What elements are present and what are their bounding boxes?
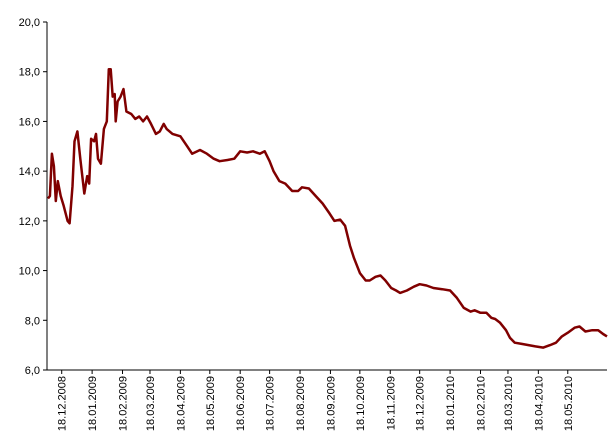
x-tick-label: 18.03.2010 — [503, 376, 515, 431]
y-tick-label: 14,0 — [19, 166, 40, 178]
line-series — [47, 67, 608, 349]
x-tick-label: 18.04.2010 — [533, 376, 545, 431]
x-tick-label: 18.05.2009 — [205, 376, 217, 431]
x-tick-label: 18.01.2009 — [87, 376, 99, 431]
y-tick-label: 16,0 — [19, 116, 40, 128]
x-tick-label: 18.10.2009 — [355, 376, 367, 431]
x-tick-label: 18.12.2008 — [57, 376, 69, 431]
y-tick-label: 6,0 — [25, 365, 40, 377]
x-tick-label: 18.12.2009 — [415, 376, 427, 431]
x-tick-label: 18.11.2009 — [385, 376, 397, 430]
x-tick-label: 18.05.2010 — [563, 376, 575, 431]
y-tick-label: 10,0 — [19, 266, 40, 278]
y-tick-label: 20,0 — [19, 17, 40, 29]
x-tick-label: 18.07.2009 — [265, 376, 277, 431]
x-tick-label: 18.09.2009 — [325, 376, 337, 431]
x-tick-label: 18.03.2009 — [145, 376, 157, 431]
x-tick-label: 18.02.2010 — [475, 376, 487, 431]
x-tick-label: 18.02.2009 — [118, 376, 130, 431]
y-tick-label: 12,0 — [19, 216, 40, 228]
x-tick-label: 18.08.2009 — [295, 376, 307, 431]
x-tick-label: 18.04.2009 — [175, 376, 187, 431]
y-tick-label: 8,0 — [25, 315, 40, 327]
x-tick-label: 18.01.2010 — [445, 376, 457, 431]
y-tick-label: 18,0 — [19, 67, 40, 79]
x-tick-label: 18.06.2009 — [235, 376, 247, 431]
